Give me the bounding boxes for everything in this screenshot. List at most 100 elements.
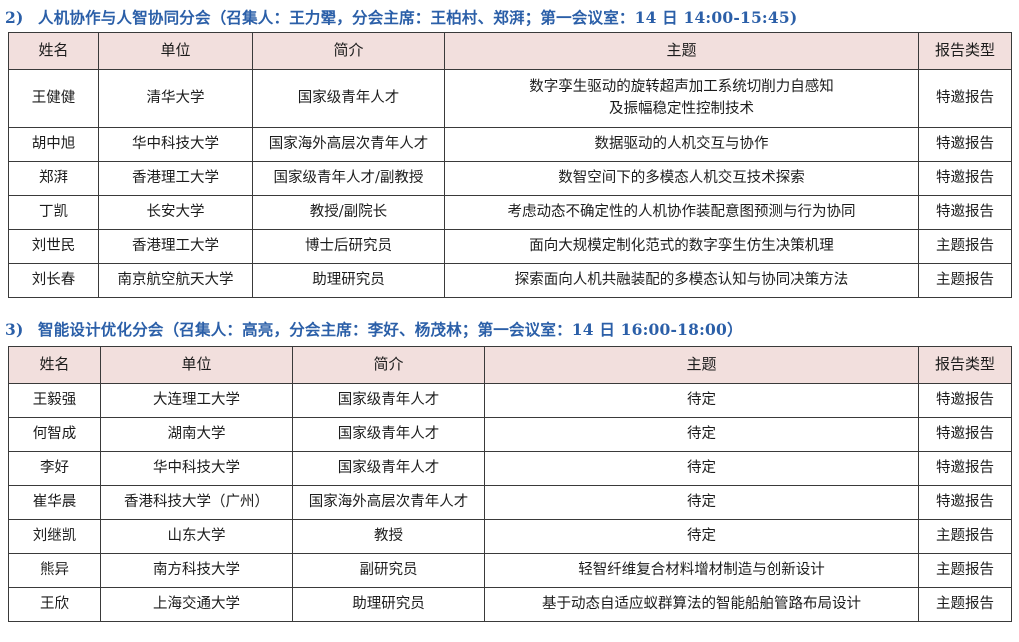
cell-bio: 国家海外高层次青年人才 <box>292 485 485 520</box>
cell-type: 主题报告 <box>918 263 1012 298</box>
cell-name: 丁凯 <box>8 195 99 230</box>
cell-type: 特邀报告 <box>918 161 1012 196</box>
cell-name: 王欣 <box>8 587 101 622</box>
cell-affiliation: 长安大学 <box>98 195 253 230</box>
cell-bio: 博士后研究员 <box>252 229 445 264</box>
cell-topic: 待定 <box>484 519 919 554</box>
cell-bio: 教授/副院长 <box>252 195 445 230</box>
cell-name: 熊异 <box>8 553 101 588</box>
cell-name: 王毅强 <box>8 383 101 418</box>
table-row: 刘世民 香港理工大学 博士后研究员 面向大规模定制化范式的数字孪生仿生决策机理 … <box>8 229 1012 264</box>
column-header-bio: 简介 <box>252 32 445 70</box>
cell-topic: 数智空间下的多模态人机交互技术探索 <box>444 161 919 196</box>
cell-affiliation: 南京航空航天大学 <box>98 263 253 298</box>
cell-topic: 待定 <box>484 383 919 418</box>
cell-type: 特邀报告 <box>918 195 1012 230</box>
section-title-text-2: 智能设计优化分会（召集人：高亮，分会主席：李好、杨茂林；第一会议室：14 日 1… <box>38 320 743 339</box>
cell-affiliation: 湖南大学 <box>100 417 293 452</box>
cell-topic: 面向大规模定制化范式的数字孪生仿生决策机理 <box>444 229 919 264</box>
cell-name: 胡中旭 <box>8 127 99 162</box>
cell-topic-line2: 及振幅稳定性控制技术 <box>609 100 754 117</box>
cell-affiliation: 上海交通大学 <box>100 587 293 622</box>
cell-type: 特邀报告 <box>918 485 1012 520</box>
table-header-row: 姓名 单位 简介 主题 报告类型 <box>8 32 1012 70</box>
cell-affiliation: 山东大学 <box>100 519 293 554</box>
cell-name: 何智成 <box>8 417 101 452</box>
column-header-affiliation: 单位 <box>98 32 253 70</box>
cell-type: 特邀报告 <box>918 127 1012 162</box>
cell-bio: 教授 <box>292 519 485 554</box>
session-table-2: 姓名 单位 简介 主题 报告类型 王毅强 大连理工大学 国家级青年人才 待定 特… <box>8 346 1012 622</box>
cell-bio: 国家级青年人才 <box>252 69 445 128</box>
cell-topic: 考虑动态不确定性的人机协作装配意图预测与行为协同 <box>444 195 919 230</box>
cell-affiliation: 大连理工大学 <box>100 383 293 418</box>
cell-affiliation: 华中科技大学 <box>98 127 253 162</box>
cell-name: 刘世民 <box>8 229 99 264</box>
table-row: 李好 华中科技大学 国家级青年人才 待定 特邀报告 <box>8 451 1012 486</box>
table-row: 刘继凯 山东大学 教授 待定 主题报告 <box>8 519 1012 554</box>
cell-type: 特邀报告 <box>918 69 1012 128</box>
cell-type: 主题报告 <box>918 229 1012 264</box>
cell-name: 李好 <box>8 451 101 486</box>
cell-bio: 国家级青年人才 <box>292 417 485 452</box>
cell-bio: 副研究员 <box>292 553 485 588</box>
cell-topic: 轻智纤维复合材料增材制造与创新设计 <box>484 553 919 588</box>
session-table-1: 姓名 单位 简介 主题 报告类型 王健健 清华大学 国家级青年人才 数字孪生驱动… <box>8 32 1012 298</box>
document-page: 2) 人机协作与人智协同分会（召集人：王力翚，分会主席：王柏村、郑湃；第一会议室… <box>0 6 1019 642</box>
cell-bio: 国家级青年人才/副教授 <box>252 161 445 196</box>
table-row: 王健健 清华大学 国家级青年人才 数字孪生驱动的旋转超声加工系统切削力自感知 及… <box>8 69 1012 128</box>
cell-type: 特邀报告 <box>918 451 1012 486</box>
section-title-text-1: 人机协作与人智协同分会（召集人：王力翚，分会主席：王柏村、郑湃；第一会议室：14… <box>38 8 798 27</box>
column-header-topic: 主题 <box>484 346 919 384</box>
table-header-row: 姓名 单位 简介 主题 报告类型 <box>8 346 1012 384</box>
table-row: 胡中旭 华中科技大学 国家海外高层次青年人才 数据驱动的人机交互与协作 特邀报告 <box>8 127 1012 162</box>
cell-name: 崔华晨 <box>8 485 101 520</box>
cell-affiliation: 香港科技大学（广州） <box>100 485 293 520</box>
cell-bio: 国家级青年人才 <box>292 451 485 486</box>
table-row: 王毅强 大连理工大学 国家级青年人才 待定 特邀报告 <box>8 383 1012 418</box>
cell-type: 主题报告 <box>918 587 1012 622</box>
cell-topic: 待定 <box>484 485 919 520</box>
table-row: 崔华晨 香港科技大学（广州） 国家海外高层次青年人才 待定 特邀报告 <box>8 485 1012 520</box>
cell-affiliation: 清华大学 <box>98 69 253 128</box>
column-header-affiliation: 单位 <box>100 346 293 384</box>
cell-name: 郑湃 <box>8 161 99 196</box>
cell-affiliation: 南方科技大学 <box>100 553 293 588</box>
cell-affiliation: 华中科技大学 <box>100 451 293 486</box>
table-row: 刘长春 南京航空航天大学 助理研究员 探索面向人机共融装配的多模态认知与协同决策… <box>8 263 1012 298</box>
cell-bio: 助理研究员 <box>252 263 445 298</box>
cell-bio: 助理研究员 <box>292 587 485 622</box>
column-header-bio: 简介 <box>292 346 485 384</box>
cell-bio: 国家海外高层次青年人才 <box>252 127 445 162</box>
cell-topic: 待定 <box>484 451 919 486</box>
cell-bio: 国家级青年人才 <box>292 383 485 418</box>
column-header-name: 姓名 <box>8 32 99 70</box>
section-number-2: 3) <box>5 320 24 339</box>
cell-topic: 待定 <box>484 417 919 452</box>
cell-name: 王健健 <box>8 69 99 128</box>
column-header-type: 报告类型 <box>918 32 1012 70</box>
table-row: 熊异 南方科技大学 副研究员 轻智纤维复合材料增材制造与创新设计 主题报告 <box>8 553 1012 588</box>
cell-topic: 数据驱动的人机交互与协作 <box>444 127 919 162</box>
cell-affiliation: 香港理工大学 <box>98 161 253 196</box>
section-number-1: 2) <box>5 8 24 27</box>
cell-type: 主题报告 <box>918 553 1012 588</box>
cell-type: 特邀报告 <box>918 383 1012 418</box>
table-row: 何智成 湖南大学 国家级青年人才 待定 特邀报告 <box>8 417 1012 452</box>
column-header-topic: 主题 <box>444 32 919 70</box>
cell-topic: 基于动态自适应蚁群算法的智能船舶管路布局设计 <box>484 587 919 622</box>
column-header-name: 姓名 <box>8 346 101 384</box>
cell-affiliation: 香港理工大学 <box>98 229 253 264</box>
cell-topic: 探索面向人机共融装配的多模态认知与协同决策方法 <box>444 263 919 298</box>
column-header-type: 报告类型 <box>918 346 1012 384</box>
cell-type: 特邀报告 <box>918 417 1012 452</box>
cell-type: 主题报告 <box>918 519 1012 554</box>
cell-name: 刘继凯 <box>8 519 101 554</box>
section-heading-1: 2) 人机协作与人智协同分会（召集人：王力翚，分会主席：王柏村、郑湃；第一会议室… <box>0 6 1019 28</box>
cell-topic: 数字孪生驱动的旋转超声加工系统切削力自感知 及振幅稳定性控制技术 <box>444 69 919 128</box>
table-row: 王欣 上海交通大学 助理研究员 基于动态自适应蚁群算法的智能船舶管路布局设计 主… <box>8 587 1012 622</box>
cell-topic-line1: 数字孪生驱动的旋转超声加工系统切削力自感知 <box>529 79 834 96</box>
section-heading-2: 3) 智能设计优化分会（召集人：高亮，分会主席：李好、杨茂林；第一会议室：14 … <box>0 318 1019 340</box>
table-row: 郑湃 香港理工大学 国家级青年人才/副教授 数智空间下的多模态人机交互技术探索 … <box>8 161 1012 196</box>
table-row: 丁凯 长安大学 教授/副院长 考虑动态不确定性的人机协作装配意图预测与行为协同 … <box>8 195 1012 230</box>
